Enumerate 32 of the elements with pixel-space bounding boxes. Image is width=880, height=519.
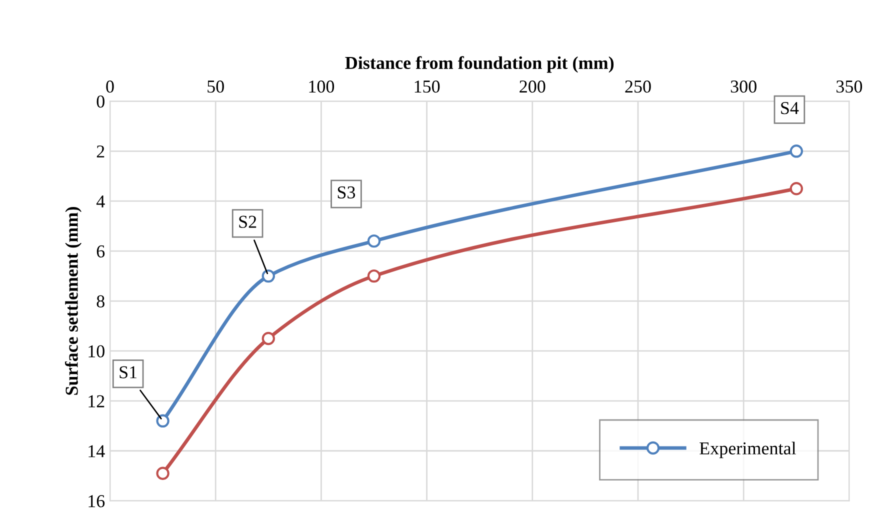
y-axis-title: Surface settlement (mm) [64, 207, 82, 395]
annotation: S2 [239, 216, 256, 228]
y-tick-label: 12 [88, 395, 104, 408]
x-tick-label: 200 [520, 80, 546, 93]
y-tick-label: 0 [96, 95, 104, 108]
x-axis-title: Distance from foundation pit (mm) [345, 56, 614, 73]
x-tick-label: 100 [309, 80, 334, 93]
x-tick-label: 150 [414, 80, 440, 93]
point [790, 182, 803, 196]
x-tick-label: 250 [625, 80, 651, 93]
y-tick-label: 14 [88, 445, 105, 458]
legend-label: Experimental [700, 442, 796, 458]
y-tick-label: 4 [96, 195, 105, 208]
point [262, 332, 275, 346]
annotation: S4 [781, 102, 799, 114]
point [367, 269, 381, 283]
point [367, 234, 381, 248]
annotation: S1 [120, 366, 137, 378]
annotation: S3 [338, 186, 356, 199]
y-tick-label: 16 [88, 495, 105, 508]
point [262, 269, 275, 283]
y-tick-label: 6 [96, 245, 105, 258]
y-tick-label: 2 [96, 145, 104, 158]
point [156, 414, 170, 428]
y-tick-label: 8 [96, 295, 104, 308]
point [790, 144, 803, 158]
point [156, 466, 170, 480]
x-tick-label: 0 [106, 80, 114, 93]
x-tick-label: 350 [836, 80, 862, 93]
x-tick-label: 300 [730, 80, 756, 93]
y-tick-label: 10 [88, 345, 104, 358]
x-tick-label: 50 [208, 80, 224, 93]
